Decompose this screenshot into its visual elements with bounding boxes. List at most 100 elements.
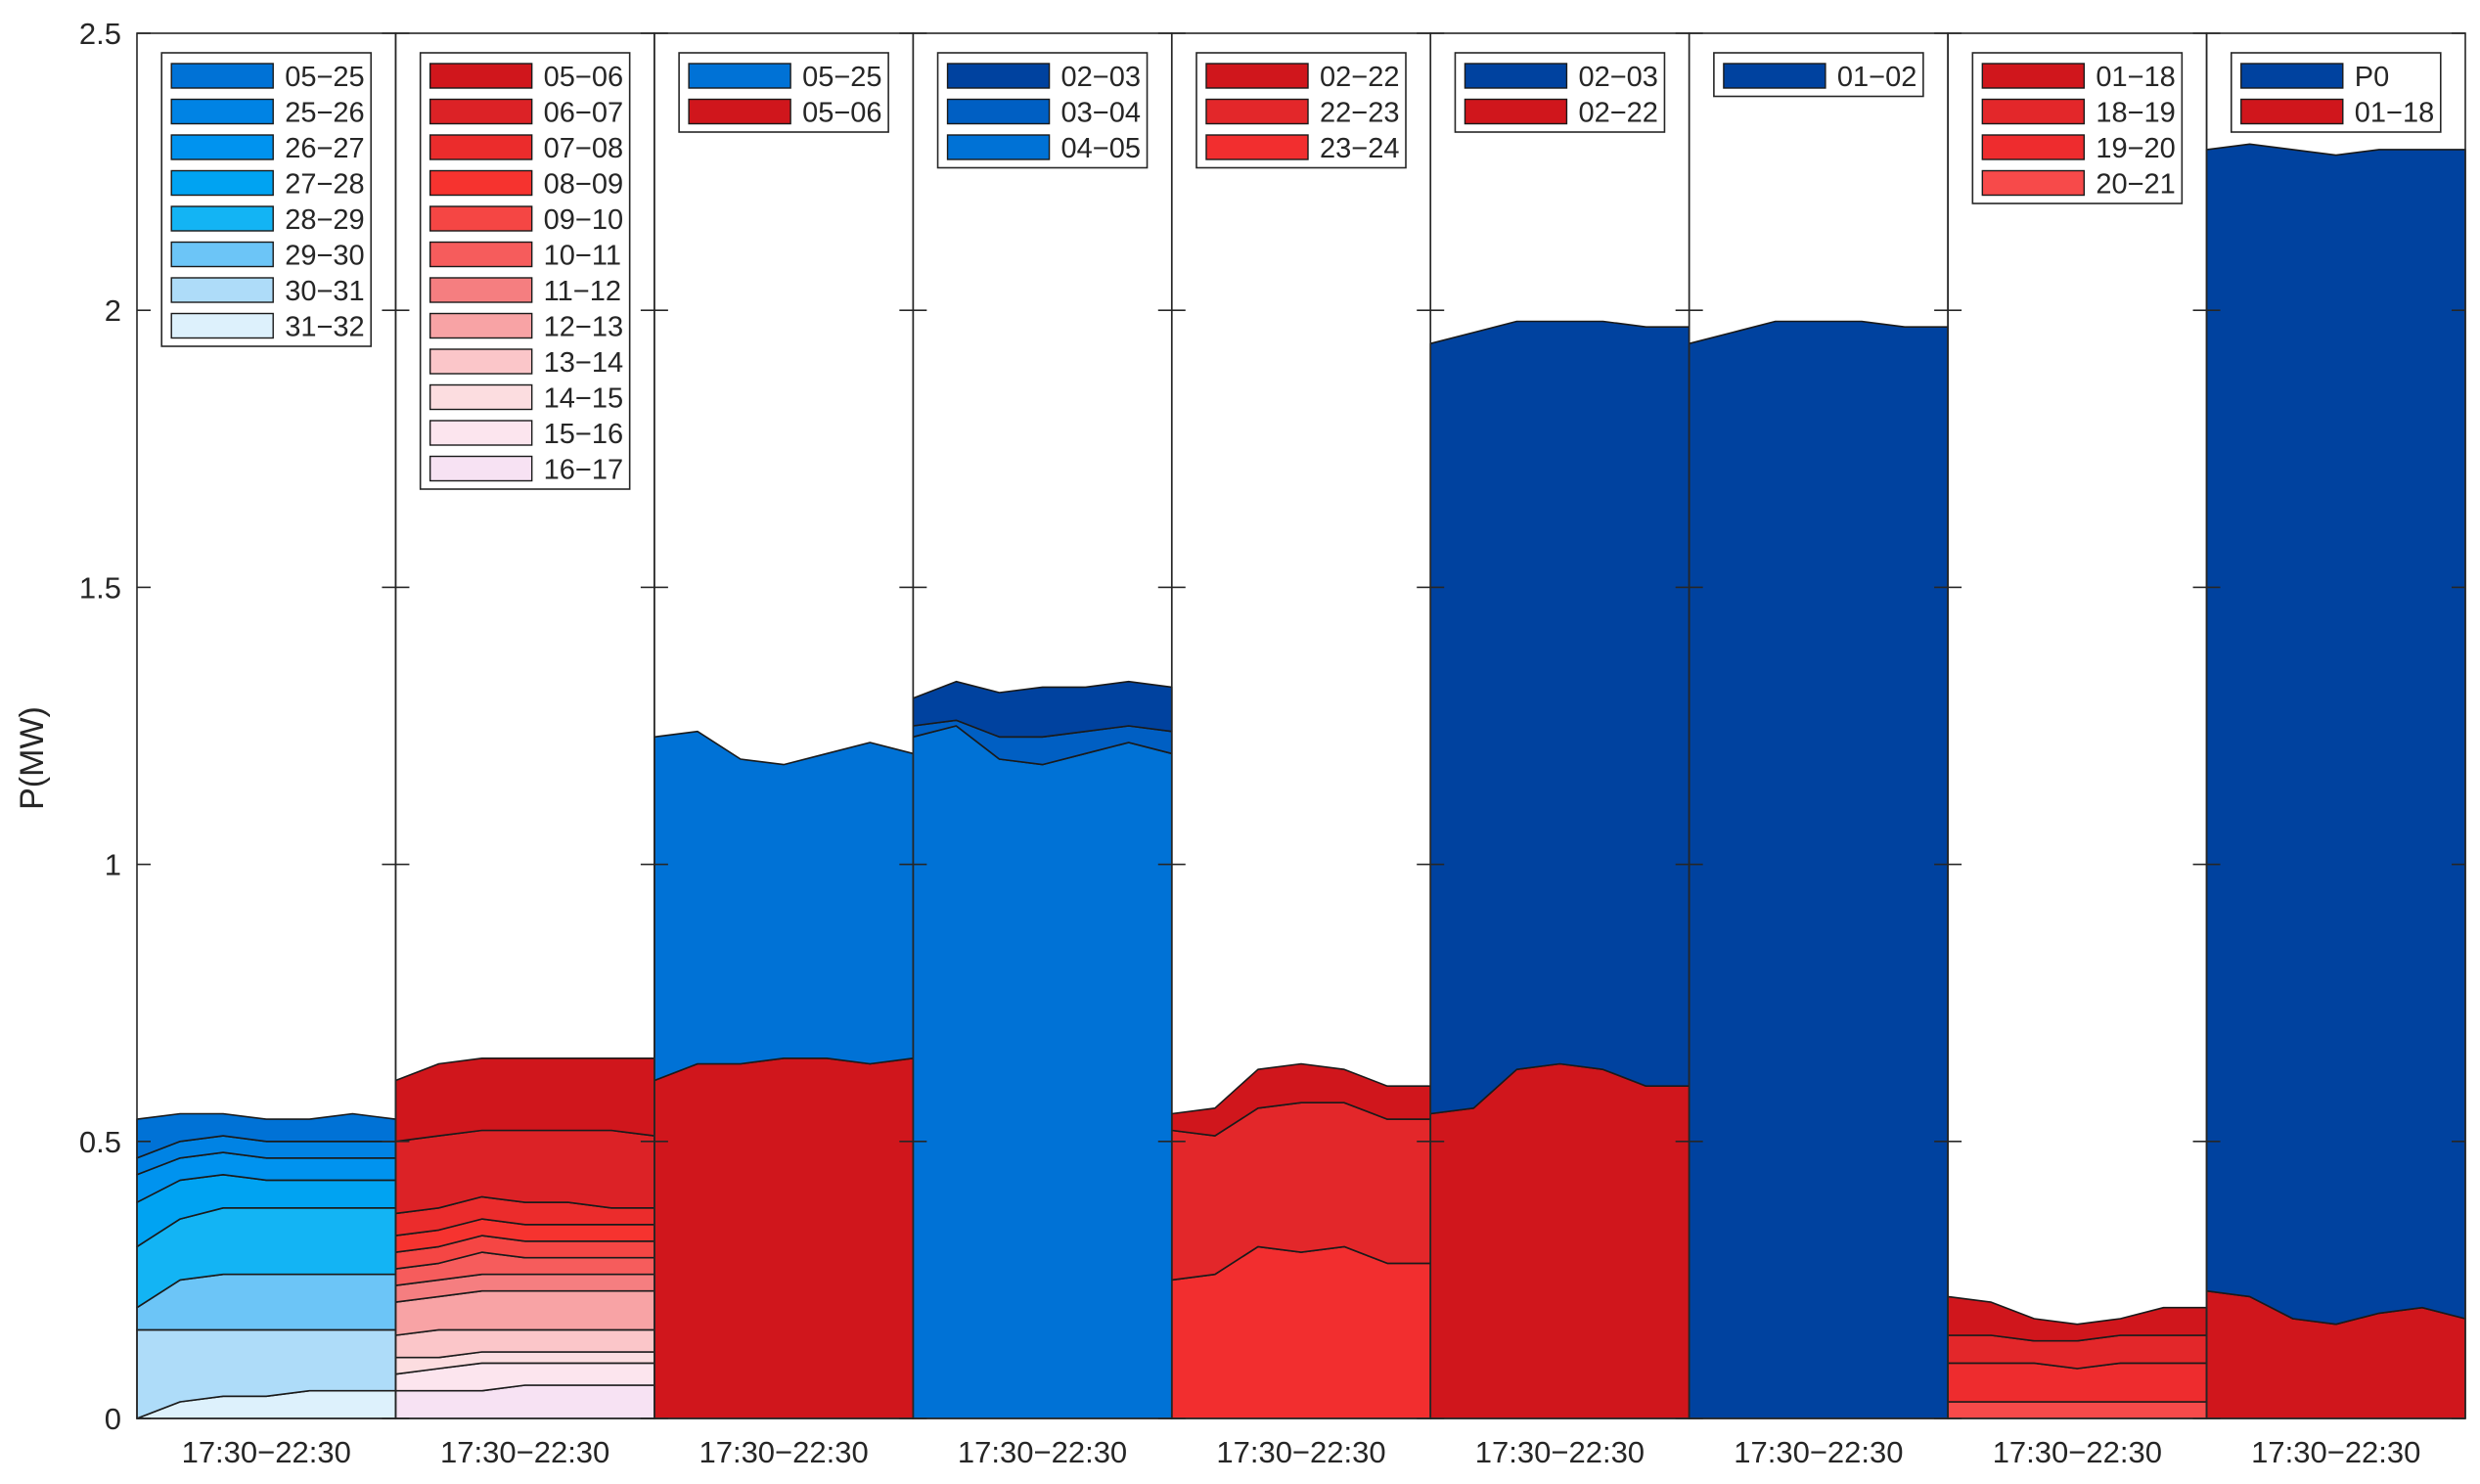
legend-swatch (1981, 63, 2086, 89)
legend-label: 11−12 (544, 276, 621, 307)
legend-label: 02−03 (1061, 62, 1141, 93)
x-tick-label-8: 17:30−22:30 (1993, 1435, 2162, 1469)
legend-swatch (428, 98, 533, 125)
legend-swatch (428, 420, 533, 446)
legend-swatch (1205, 98, 1309, 125)
legend-4: 02−03 03−04 04−05 (936, 52, 1149, 169)
x-tick-label-9: 17:30−22:30 (2251, 1435, 2420, 1469)
axes-layer: 17:30−22:30 17:30−22:30 17:30−22:30 17:30−2… (79, 17, 2466, 1469)
legend-swatch (2240, 98, 2344, 125)
legend-swatch (1981, 134, 2086, 160)
legend-label: 05−06 (802, 98, 881, 129)
panel-7 (1688, 320, 1949, 1419)
legend-swatch (170, 312, 274, 339)
legend-swatch (170, 134, 274, 160)
legend-box (419, 52, 631, 490)
y-tick-label: 2 (105, 293, 121, 328)
legend-swatch (1205, 63, 1309, 89)
legend-label: 01−02 (1837, 62, 1916, 93)
area-4-04−05 (912, 725, 1173, 1419)
legend-9: P0 01−18 (2230, 52, 2442, 133)
legend-label: 31−32 (285, 312, 364, 343)
legend-8: 01−18 18−19 19−20 20−21 (1971, 52, 2184, 204)
area-3-05−06 (654, 1057, 915, 1419)
panel-1 (136, 1112, 397, 1419)
legend-swatch (688, 98, 791, 125)
legend-swatch (428, 348, 533, 375)
x-tick-label-1: 17:30−22:30 (182, 1435, 351, 1469)
legend-swatch (1205, 134, 1309, 160)
area-2-05−06 (394, 1057, 655, 1143)
legend-6: 02−03 02−22 (1454, 52, 1666, 133)
area-8-20−21 (1947, 1401, 2208, 1419)
legend-swatch (946, 98, 1051, 125)
legend-label: 04−05 (1061, 133, 1141, 164)
legend-label: 07−08 (544, 133, 623, 164)
legend-label: 05−06 (544, 62, 623, 93)
legend-swatch (170, 241, 274, 268)
legend-swatch (428, 134, 533, 160)
legend-label: 18−19 (2096, 98, 2175, 129)
area-3-05−25 (654, 730, 915, 1082)
y-axis-label: P(MW) (14, 706, 51, 810)
legend-swatch (428, 383, 533, 411)
legend-label: 15−16 (544, 419, 623, 450)
panel-2 (394, 1057, 655, 1419)
area-9-P0 (2205, 143, 2466, 1326)
legend-label: 13−14 (544, 347, 623, 379)
legend-swatch (688, 63, 791, 89)
x-tick-label-4: 17:30−22:30 (958, 1435, 1127, 1469)
area-2-06−07 (394, 1129, 655, 1215)
legend-label: 10−11 (544, 241, 621, 272)
panel-3 (654, 730, 915, 1419)
legend-swatch (170, 277, 274, 303)
legend-label: 02−22 (1320, 62, 1399, 93)
legend-swatch (428, 205, 533, 232)
area-7-01−02 (1688, 320, 1949, 1419)
legend-swatch (946, 63, 1051, 89)
legend-3: 05−25 05−06 (678, 52, 889, 133)
panel-6 (1429, 320, 1691, 1419)
legend-swatch (2240, 63, 2344, 89)
legend-5: 02−22 22−23 23−24 (1195, 52, 1407, 169)
legend-swatch (170, 205, 274, 232)
legend-label: 05−25 (802, 62, 881, 93)
legend-swatch (1981, 169, 2086, 197)
legend-label: 08−09 (544, 169, 623, 201)
areas-layer (136, 143, 2466, 1419)
legend-label: 14−15 (544, 383, 623, 415)
legend-7: 01−02 (1713, 52, 1924, 98)
legend-label: 16−17 (544, 455, 623, 486)
legend-swatch (1981, 98, 2086, 125)
legend-label: 25−26 (285, 98, 364, 129)
x-tick-label-2: 17:30−22:30 (440, 1435, 609, 1469)
legend-label: 02−03 (1578, 62, 1657, 93)
legend-label: 05−25 (285, 62, 364, 93)
panel-frame-8 (1947, 32, 2208, 1419)
legend-label: 03−04 (1061, 98, 1141, 129)
y-tick-label: 1 (105, 848, 121, 882)
legend-swatch (428, 455, 533, 482)
y-tick-label: 0.5 (79, 1125, 121, 1159)
legend-label: 26−27 (285, 133, 364, 164)
panel-8 (1947, 1295, 2208, 1419)
legend-swatch (1464, 63, 1568, 89)
legend-swatch (1464, 98, 1568, 125)
legend-label: 06−07 (544, 98, 623, 129)
legend-label: 23−24 (1320, 133, 1399, 164)
x-tick-label-6: 17:30−22:30 (1475, 1435, 1645, 1469)
legend-label: P0 (2355, 62, 2389, 93)
panel-frame-9 (2205, 32, 2466, 1419)
area-6-02−03 (1429, 320, 1691, 1115)
legend-swatch (170, 98, 274, 125)
panel-5 (1171, 1062, 1431, 1419)
y-tick-label: 1.5 (79, 570, 121, 605)
legend-swatch (170, 169, 274, 197)
legend-label: 28−29 (285, 204, 364, 236)
panel-9 (2205, 143, 2466, 1419)
legend-swatch (428, 312, 533, 339)
